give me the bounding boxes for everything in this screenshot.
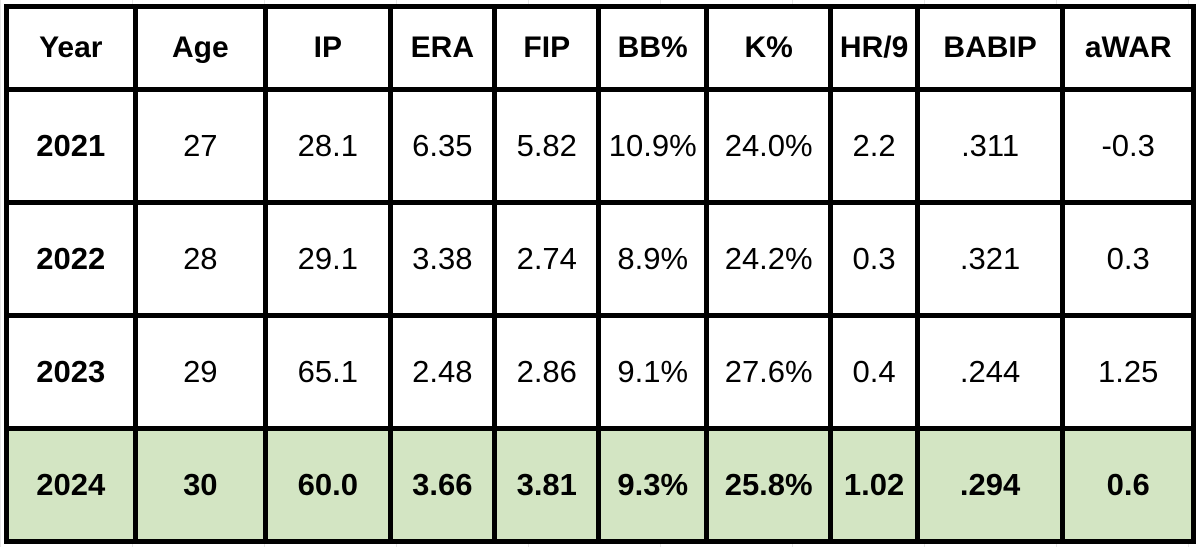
cell-age: 30 [132,426,269,544]
cell-awar: -0.3 [1060,87,1196,205]
header-bb-pct: BB% [596,4,709,92]
cell-fip: 2.74 [492,200,602,318]
table-row-2021: 2021 27 28.1 6.35 5.82 10.9% 24.0% 2.2 .… [4,87,1196,205]
cell-year: 2021 [4,87,138,205]
cell-bb-pct: 10.9% [596,87,709,205]
cell-ip: 28.1 [263,87,393,205]
header-k-pct: K% [703,4,834,92]
cell-awar: 1.25 [1060,313,1196,431]
cell-age: 29 [132,313,269,431]
header-fip: FIP [492,4,602,92]
cell-bb-pct: 8.9% [596,200,709,318]
cell-babip: .311 [914,87,1066,205]
cell-babip: .244 [914,313,1066,431]
header-age: Age [132,4,269,92]
header-babip: BABIP [914,4,1066,92]
header-ip: IP [263,4,393,92]
cell-bb-pct: 9.1% [596,313,709,431]
cell-awar: 0.3 [1060,200,1196,318]
table-row-2022: 2022 28 29.1 3.38 2.74 8.9% 24.2% 0.3 .3… [4,200,1196,318]
cell-era: 2.48 [387,313,498,431]
cell-bb-pct: 9.3% [596,426,709,544]
table-row-2023: 2023 29 65.1 2.48 2.86 9.1% 27.6% 0.4 .2… [4,313,1196,431]
cell-ip: 60.0 [263,426,393,544]
cell-awar: 0.6 [1060,426,1196,544]
cell-k-pct: 27.6% [703,313,834,431]
cell-hr-per-9: 0.4 [828,313,920,431]
cell-year: 2023 [4,313,138,431]
stats-table: Year Age IP ERA FIP BB% K% HR/9 BABIP aW… [4,4,1196,544]
cell-babip: .294 [914,426,1066,544]
cell-fip: 2.86 [492,313,602,431]
header-awar: aWAR [1060,4,1196,92]
cell-year: 2024 [4,426,138,544]
cell-era: 3.38 [387,200,498,318]
cell-hr-per-9: 1.02 [828,426,920,544]
cell-age: 27 [132,87,269,205]
cell-k-pct: 24.2% [703,200,834,318]
header-year: Year [4,4,138,92]
cell-ip: 65.1 [263,313,393,431]
cell-age: 28 [132,200,269,318]
cell-babip: .321 [914,200,1066,318]
cell-fip: 3.81 [492,426,602,544]
cell-ip: 29.1 [263,200,393,318]
header-hr-per-9: HR/9 [828,4,920,92]
header-era: ERA [387,4,498,92]
cell-k-pct: 24.0% [703,87,834,205]
cell-fip: 5.82 [492,87,602,205]
cell-k-pct: 25.8% [703,426,834,544]
cell-era: 3.66 [387,426,498,544]
cell-year: 2022 [4,200,138,318]
cell-era: 6.35 [387,87,498,205]
table-row-2024: 2024 30 60.0 3.66 3.81 9.3% 25.8% 1.02 .… [4,426,1196,544]
header-row: Year Age IP ERA FIP BB% K% HR/9 BABIP aW… [4,4,1196,92]
cell-hr-per-9: 0.3 [828,200,920,318]
cell-hr-per-9: 2.2 [828,87,920,205]
